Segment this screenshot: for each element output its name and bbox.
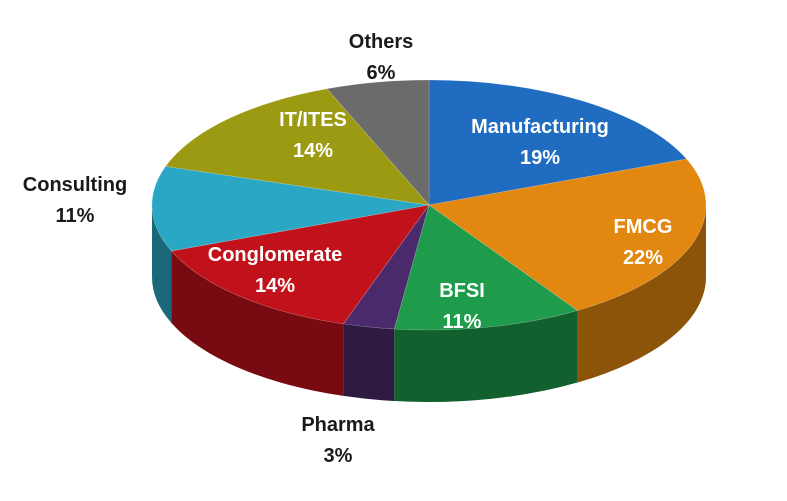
slice-side-fmcg [577, 205, 706, 383]
slice-percent: 11% [55, 205, 95, 227]
slice-fmcg [428, 158, 707, 311]
slice-label-it-ites: IT/ITES 14% [279, 105, 347, 167]
slice-side-consulting [152, 205, 172, 324]
slice-manufacturing [428, 79, 688, 206]
slice-percent: 14% [292, 140, 334, 162]
slice-label-conglomerate: Conglomerate 14% [208, 240, 342, 302]
slice-label-bfsi: BFSI 11% [439, 276, 485, 338]
slice-bfsi [393, 204, 579, 331]
slice-percent: 14% [254, 275, 296, 297]
slice-label-manufacturing: Manufacturing 19% [471, 112, 609, 174]
slice-percent: 6% [366, 62, 396, 84]
slice-pharma [342, 204, 430, 330]
slice-percent: 22% [622, 247, 664, 269]
slice-consulting [151, 166, 430, 252]
slice-label-others: Others 6% [349, 27, 413, 89]
slice-label-fmcg: FMCG 22% [614, 212, 673, 274]
slice-conglomerate [170, 204, 430, 325]
slice-it-ites [165, 88, 430, 206]
slice-side-conglomerate [171, 251, 344, 396]
slice-label-pharma: Pharma 3% [301, 410, 374, 472]
slice-side-pharma [343, 323, 395, 402]
slice-others [326, 79, 430, 206]
slice-percent: 3% [323, 445, 353, 467]
slice-percent: 11% [442, 311, 482, 333]
slice-side-bfsi [394, 310, 578, 403]
slice-label-consulting: Consulting 11% [23, 170, 127, 232]
slice-percent: 19% [519, 147, 561, 169]
